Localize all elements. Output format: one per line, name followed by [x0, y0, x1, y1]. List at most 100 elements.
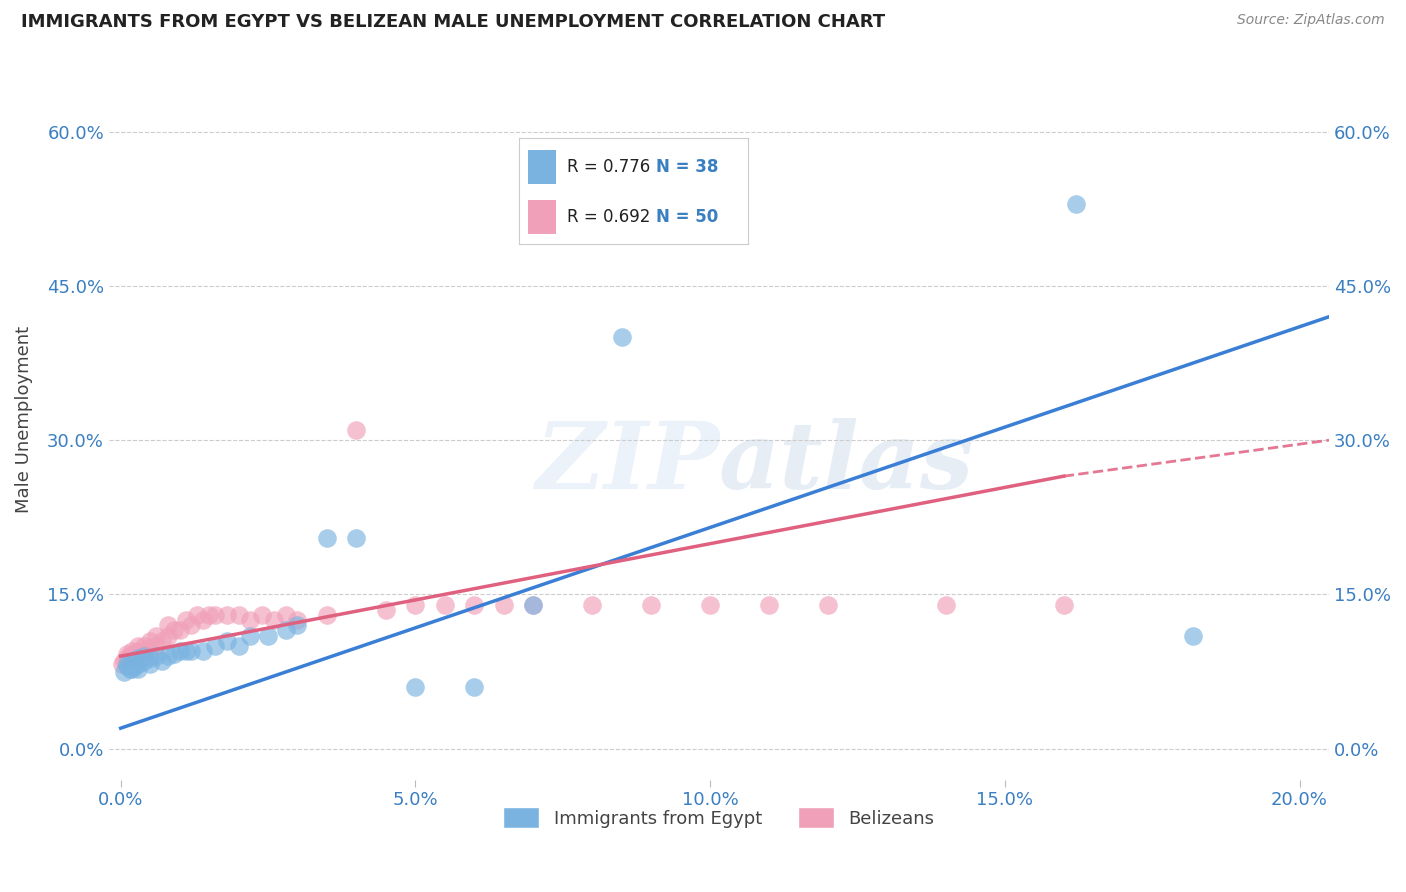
Point: [463, 598, 485, 612]
Point: [492, 598, 515, 612]
Point: [145, 649, 167, 664]
Point: [127, 639, 149, 653]
Bar: [529, 200, 555, 234]
Point: [215, 633, 238, 648]
Point: [193, 613, 215, 627]
Point: [250, 608, 273, 623]
Point: [115, 659, 138, 673]
Point: [228, 608, 250, 623]
Point: [180, 618, 202, 632]
Point: [163, 624, 186, 638]
Point: [193, 644, 215, 658]
Point: [287, 618, 309, 632]
Point: [124, 659, 146, 673]
Point: [134, 639, 156, 653]
Point: [115, 651, 138, 665]
Point: [118, 661, 141, 675]
Point: [204, 639, 226, 653]
Point: [316, 608, 339, 623]
Point: [274, 608, 297, 623]
Point: [180, 644, 202, 658]
Point: [374, 603, 396, 617]
Point: [127, 644, 149, 658]
Point: [640, 598, 662, 612]
Point: [174, 613, 197, 627]
Point: [169, 644, 191, 658]
Point: [156, 629, 179, 643]
Point: [121, 649, 143, 664]
Point: [169, 624, 191, 638]
Point: [115, 657, 138, 672]
Point: [204, 608, 226, 623]
Point: [215, 608, 238, 623]
Point: [463, 680, 485, 694]
Text: Source: ZipAtlas.com: Source: ZipAtlas.com: [1237, 13, 1385, 28]
Point: [817, 598, 839, 612]
Point: [139, 651, 162, 665]
Point: [134, 654, 156, 668]
Text: N = 38: N = 38: [657, 158, 718, 176]
Point: [404, 598, 426, 612]
Point: [581, 598, 603, 612]
Point: [121, 661, 143, 675]
Point: [150, 654, 173, 668]
Point: [287, 613, 309, 627]
Point: [699, 598, 721, 612]
Point: [145, 639, 167, 653]
Point: [139, 657, 162, 672]
Point: [257, 629, 280, 643]
Text: IMMIGRANTS FROM EGYPT VS BELIZEAN MALE UNEMPLOYMENT CORRELATION CHART: IMMIGRANTS FROM EGYPT VS BELIZEAN MALE U…: [21, 13, 886, 31]
Point: [163, 647, 186, 661]
Point: [121, 644, 143, 658]
Point: [118, 649, 141, 664]
Point: [274, 624, 297, 638]
Point: [346, 531, 368, 545]
Point: [127, 661, 149, 675]
Point: [522, 598, 544, 612]
Point: [145, 629, 167, 643]
Point: [404, 680, 426, 694]
Point: [1064, 196, 1087, 211]
Point: [150, 633, 173, 648]
Point: [174, 644, 197, 658]
Point: [127, 651, 149, 665]
Text: R = 0.776: R = 0.776: [567, 158, 651, 176]
Text: atlas: atlas: [718, 417, 974, 508]
Text: ZIP: ZIP: [534, 417, 718, 508]
Legend: Immigrants from Egypt, Belizeans: Immigrants from Egypt, Belizeans: [496, 800, 942, 836]
Point: [935, 598, 957, 612]
Point: [134, 644, 156, 658]
Point: [115, 647, 138, 661]
Point: [134, 649, 156, 664]
Point: [186, 608, 208, 623]
Point: [198, 608, 221, 623]
Point: [121, 654, 143, 668]
Point: [127, 649, 149, 664]
Point: [112, 665, 135, 679]
Point: [111, 657, 134, 672]
Y-axis label: Male Unemployment: Male Unemployment: [15, 326, 32, 513]
Point: [1182, 629, 1205, 643]
Point: [156, 649, 179, 664]
Point: [239, 629, 262, 643]
Bar: [529, 150, 555, 184]
Point: [127, 657, 149, 672]
Point: [139, 633, 162, 648]
Point: [121, 657, 143, 672]
Point: [156, 618, 179, 632]
Point: [1053, 598, 1076, 612]
Point: [139, 640, 162, 655]
Point: [346, 423, 368, 437]
Point: [522, 598, 544, 612]
Point: [228, 639, 250, 653]
Point: [758, 598, 780, 612]
Point: [112, 654, 135, 668]
Point: [124, 647, 146, 661]
Point: [239, 613, 262, 627]
Point: [433, 598, 456, 612]
Text: R = 0.692: R = 0.692: [567, 208, 651, 226]
Text: N = 50: N = 50: [657, 208, 718, 226]
Point: [610, 330, 633, 344]
Point: [316, 531, 339, 545]
Point: [263, 613, 285, 627]
